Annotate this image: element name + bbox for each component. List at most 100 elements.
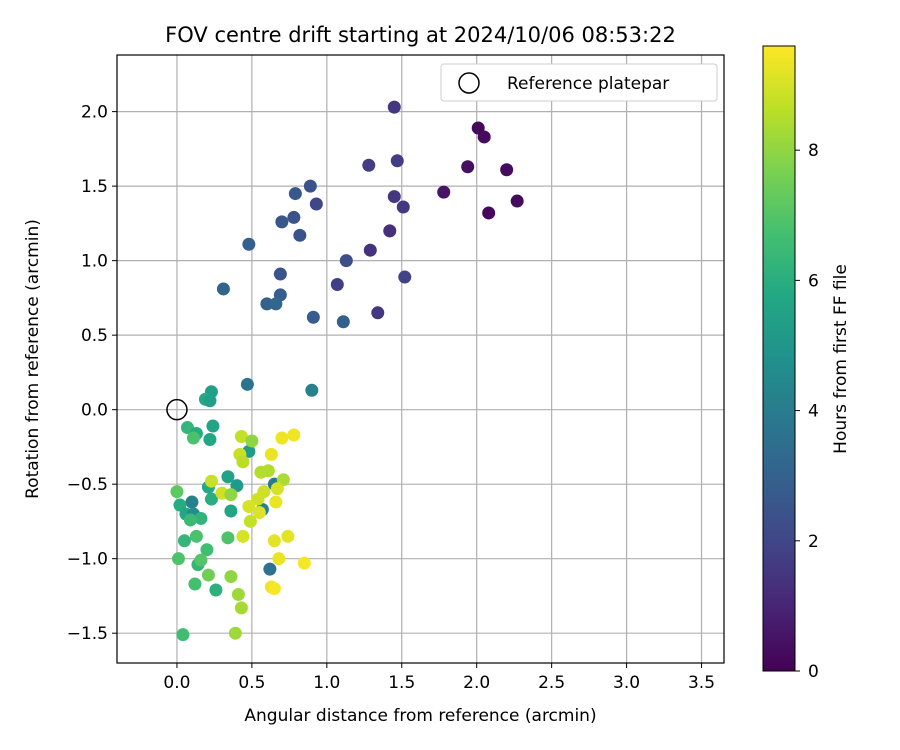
data-point [204,474,218,488]
data-point [240,377,254,391]
data-point [371,306,385,320]
data-point [269,495,283,509]
data-point [267,534,281,548]
data-point [362,158,376,172]
colorbar: 0 2 4 6 8 Hours from first FF file [762,45,851,682]
data-point [234,429,248,443]
data-point [260,297,274,311]
x-tick-label: 3.5 [688,673,715,693]
data-point [287,210,301,224]
data-point [264,447,278,461]
data-point [234,601,248,615]
legend-box [440,63,718,102]
data-point [363,243,377,257]
data-point [390,154,404,168]
data-point [305,383,319,397]
x-tick-label: 0.5 [238,673,265,693]
data-point [209,583,223,597]
data-point [510,194,524,208]
colorbar-tick-label: 0 [808,662,819,682]
data-point [261,464,275,478]
data-point [396,200,410,214]
data-point [267,581,281,595]
data-point [263,562,277,576]
data-point [477,130,491,144]
data-point [387,100,401,114]
data-point [387,190,401,204]
chart-title: FOV centre drift starting at 2024/10/06 … [165,23,676,47]
data-point [306,310,320,324]
data-point [185,495,199,509]
data-point [482,206,496,220]
grid-lines [117,55,724,663]
data-point [339,254,353,268]
data-point [177,534,191,548]
data-point [176,628,190,642]
data-point [272,552,286,566]
data-point [281,529,295,543]
data-point [221,470,235,484]
data-point [303,179,317,193]
y-tick-label: 1.5 [81,177,108,197]
x-tick-label: 1.0 [313,673,340,693]
colorbar-tick-label: 2 [808,532,819,552]
colorbar-tick-label: 8 [808,141,819,161]
data-point [269,297,283,311]
data-point [288,187,302,201]
data-point [275,215,289,229]
x-tick-label: 1.5 [388,673,415,693]
data-points [170,100,524,642]
data-point [221,531,235,545]
data-point [206,419,220,433]
data-point [273,267,287,281]
data-point [437,185,451,199]
data-point [297,556,311,570]
data-point [500,163,514,177]
x-tick-label: 0.0 [163,673,190,693]
data-point [243,514,257,528]
x-axis-ticks: 0.0 0.5 1.0 1.5 2.0 2.5 3.0 3.5 [163,663,715,693]
legend: Reference platepar [440,63,718,102]
data-point [242,237,256,251]
data-point [242,500,256,514]
data-point [201,568,215,582]
colorbar-ticks: 0 2 4 6 8 [795,141,819,682]
reference-platepar-marker [166,398,188,421]
x-axis-label: Angular distance from reference (arcmin) [244,706,596,726]
data-point [287,428,301,442]
data-point [251,492,265,506]
data-point [461,160,475,174]
data-point [275,431,289,445]
x-tick-label: 2.5 [538,673,565,693]
data-point [383,224,397,238]
data-point [336,315,350,329]
x-tick-label: 3.0 [613,673,640,693]
data-point [245,434,259,448]
y-tick-label: 2.0 [81,103,108,123]
y-tick-label: 0.0 [81,401,108,421]
data-point [236,455,250,469]
data-point [194,553,208,567]
data-point [186,431,200,445]
data-point [398,270,412,284]
data-point [224,570,238,584]
data-point [203,394,217,408]
data-point [270,482,284,496]
colorbar-tick-label: 4 [808,402,819,422]
data-point [188,577,202,591]
y-axis-ticks: 2.0 1.5 1.0 0.5 0.0 −0.5 −1.0 −1.5 [67,103,117,644]
data-point [203,432,217,446]
data-point [236,529,250,543]
data-point [183,513,197,527]
data-point [200,543,214,557]
y-axis-label: Rotation from reference (arcmin) [23,219,43,499]
data-point [170,485,184,499]
data-point [194,511,208,525]
colorbar-gradient [762,45,796,672]
data-point [204,492,218,506]
legend-label: Reference platepar [507,74,669,94]
y-tick-label: −1.0 [67,550,108,570]
y-tick-label: −1.5 [67,624,108,644]
legend-marker-icon [458,72,480,94]
